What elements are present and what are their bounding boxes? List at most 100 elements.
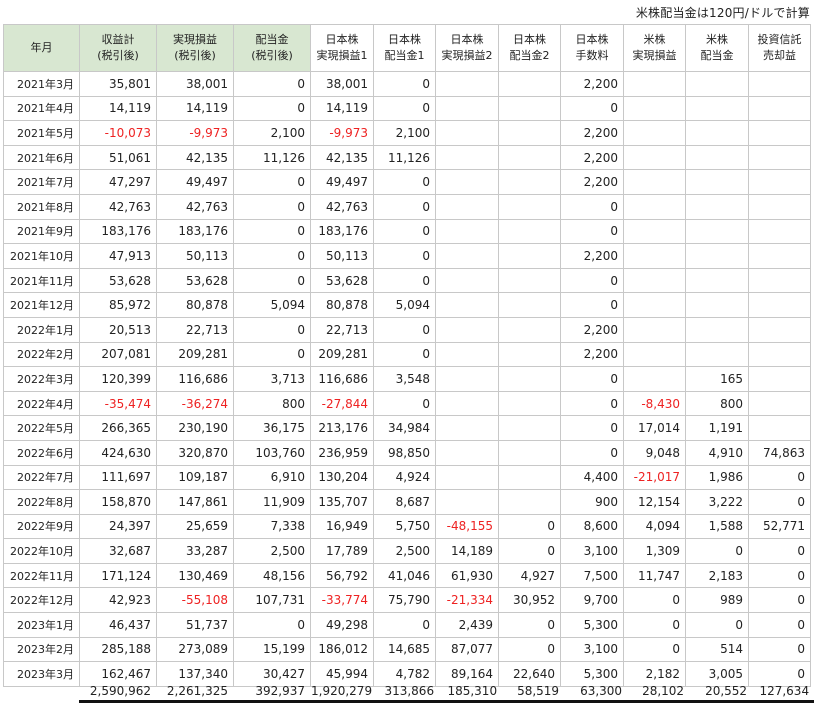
header-realized-pl: 実現損益 (税引後) <box>156 24 234 72</box>
total-cell: 392,937 <box>255 684 305 698</box>
value-cell: 111,697 <box>79 464 157 491</box>
value-cell <box>748 120 811 146</box>
value-cell: 80,878 <box>310 292 374 318</box>
value-cell <box>623 144 686 171</box>
value-cell <box>748 267 811 294</box>
value-cell: 0 <box>233 612 311 638</box>
value-cell: 0 <box>373 169 436 195</box>
value-cell: -33,774 <box>310 587 374 614</box>
value-cell <box>623 169 686 195</box>
value-cell: 61,930 <box>435 562 499 589</box>
header-fund-gain: 投資信託 売却益 <box>748 24 811 72</box>
total-cell: 2,590,962 <box>89 684 151 698</box>
value-cell: 33,287 <box>156 538 234 564</box>
value-cell: 5,094 <box>233 292 311 318</box>
header-month: 年月 <box>3 24 80 72</box>
value-cell <box>623 95 686 122</box>
value-cell: 1,986 <box>685 464 749 491</box>
value-cell: 85,972 <box>79 292 157 318</box>
value-cell: 15,199 <box>233 636 311 663</box>
value-cell: 38,001 <box>156 71 234 97</box>
value-cell <box>685 120 749 146</box>
month-cell: 2021年4月 <box>3 95 80 122</box>
value-cell <box>498 464 561 491</box>
value-cell: 0 <box>233 169 311 195</box>
table-row: 2022年5月 266,365 230,190 36,175 213,176 34,984… <box>3 415 811 441</box>
value-cell <box>435 464 499 491</box>
total-cell: 20,552 <box>705 684 748 698</box>
value-cell: 5,300 <box>560 612 624 638</box>
header-jp-realized-1: 日本株 実現損益1 <box>310 24 374 72</box>
value-cell <box>498 71 561 97</box>
table-row: 2021年3月 35,801 38,001 0 38,001 0 2,200 <box>3 71 811 97</box>
total-cell: 185,310 <box>447 684 498 698</box>
value-cell: 0 <box>560 439 624 466</box>
value-cell: 49,298 <box>310 612 374 638</box>
value-cell <box>498 218 561 245</box>
value-cell <box>435 415 499 441</box>
value-cell <box>623 71 686 97</box>
value-cell: 989 <box>685 587 749 614</box>
month-cell: 2021年6月 <box>3 144 80 171</box>
month-cell: 2022年12月 <box>3 587 80 614</box>
value-cell: 4,910 <box>685 439 749 466</box>
value-cell <box>748 292 811 318</box>
value-cell: 0 <box>748 464 811 491</box>
month-cell: 2022年1月 <box>3 316 80 343</box>
value-cell: 32,687 <box>79 538 157 564</box>
value-cell: 22,640 <box>498 661 561 687</box>
table-row: 2021年12月 85,972 80,878 5,094 80,878 5,094 0 <box>3 292 811 318</box>
value-cell: 51,737 <box>156 612 234 638</box>
value-cell: 514 <box>685 636 749 663</box>
value-cell <box>498 415 561 441</box>
header-jp-dividend-1: 日本株 配当金1 <box>373 24 436 72</box>
table-row: 2022年9月 24,397 25,659 7,338 16,949 5,750 -48,1… <box>3 513 811 540</box>
table-row: 2022年2月 207,081 209,281 0 209,281 0 2,200 <box>3 341 811 368</box>
value-cell <box>435 292 499 318</box>
value-cell: 11,747 <box>623 562 686 589</box>
value-cell: -8,430 <box>623 390 686 417</box>
value-cell: 46,437 <box>79 612 157 638</box>
exchange-rate-note: 米株配当金は120円/ドルで計算 <box>635 6 810 20</box>
value-cell <box>623 193 686 220</box>
value-cell <box>435 341 499 368</box>
value-cell: 42,923 <box>79 587 157 614</box>
value-cell: -21,017 <box>623 464 686 491</box>
total-cell: 2,261,325 <box>166 684 228 698</box>
table-row: 2022年4月 -35,474 -36,274 800 -27,844 0 0 -8,430 8… <box>3 390 811 417</box>
value-cell: 5,094 <box>373 292 436 318</box>
value-cell: -36,274 <box>156 390 234 417</box>
value-cell: 11,126 <box>373 144 436 171</box>
total-cell: 58,519 <box>517 684 560 698</box>
value-cell: 0 <box>748 489 811 515</box>
value-cell: 2,200 <box>560 169 624 195</box>
value-cell <box>685 316 749 343</box>
value-cell: 0 <box>748 636 811 663</box>
value-cell: 8,687 <box>373 489 436 515</box>
value-cell: 7,500 <box>560 562 624 589</box>
month-cell: 2022年10月 <box>3 538 80 564</box>
value-cell: 0 <box>233 243 311 269</box>
value-cell: -9,973 <box>310 120 374 146</box>
value-cell <box>685 243 749 269</box>
value-cell <box>498 489 561 515</box>
value-cell: 1,309 <box>623 538 686 564</box>
value-cell <box>748 390 811 417</box>
header-us-dividend: 米株 配当金 <box>685 24 749 72</box>
value-cell: 0 <box>498 538 561 564</box>
month-cell: 2021年9月 <box>3 218 80 245</box>
table-row: 2021年5月 -10,073 -9,973 2,100 -9,973 2,100 2,20… <box>3 120 811 146</box>
value-cell: 8,600 <box>560 513 624 540</box>
value-cell: 0 <box>373 612 436 638</box>
value-cell: 0 <box>748 538 811 564</box>
value-cell: 900 <box>560 489 624 515</box>
value-cell: 42,763 <box>79 193 157 220</box>
value-cell <box>435 169 499 195</box>
value-cell: 0 <box>560 366 624 392</box>
value-cell <box>498 439 561 466</box>
value-cell: 38,001 <box>310 71 374 97</box>
value-cell <box>748 193 811 220</box>
value-cell: -48,155 <box>435 513 499 540</box>
value-cell: 2,200 <box>560 316 624 343</box>
header-jp-realized-2: 日本株 実現損益2 <box>435 24 499 72</box>
